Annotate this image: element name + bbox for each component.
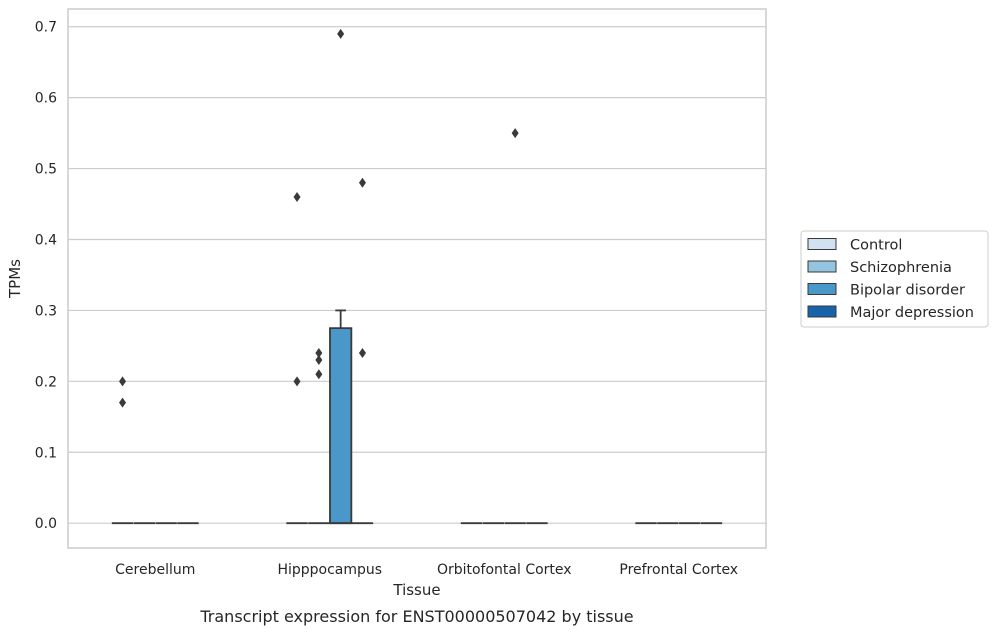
legend-swatch	[807, 260, 837, 273]
outlier-point	[358, 347, 366, 358]
outlier-point	[337, 28, 345, 39]
outlier-point	[293, 376, 301, 387]
legend-frame	[800, 230, 989, 328]
x-tick-labels: Cerebellum Hipppocampus Orbitofontal Corte…	[115, 562, 738, 578]
gridlines	[68, 26, 766, 524]
x-tick-label: Hipppocampus	[277, 562, 382, 578]
legend: Control Schizophrenia Bipolar disorder Majo…	[800, 230, 989, 328]
plot-series	[111, 28, 723, 525]
y-tick-label: 0.1	[35, 445, 57, 461]
x-tick-label: Cerebellum	[115, 562, 195, 578]
y-tick-label: 0.5	[35, 162, 57, 178]
outlier-point	[315, 369, 323, 380]
box-control	[286, 191, 308, 525]
x-tick-label: Orbitofontal Cortex	[437, 562, 572, 578]
box-schizophrenia	[308, 347, 330, 525]
legend-label: Control	[850, 238, 902, 254]
outlier-point	[315, 347, 323, 358]
box-major-depression	[351, 177, 374, 525]
outlier-point	[358, 177, 366, 188]
legend-swatch	[807, 305, 837, 318]
outlier-point	[293, 191, 301, 202]
y-tick-labels: 0.0 0.1 0.2 0.3 0.4 0.5 0.6 0.7	[35, 20, 57, 532]
y-tick-label: 0.3	[35, 303, 57, 319]
outlier-point	[119, 397, 127, 408]
y-tick-label: 0.4	[35, 232, 57, 248]
legend-label: Major depression	[850, 305, 974, 321]
legend-swatch	[807, 283, 837, 295]
legend-label: Schizophrenia	[850, 260, 952, 276]
legend-label: Bipolar disorder	[850, 283, 965, 299]
outlier-point	[511, 128, 519, 139]
y-tick-label: 0.6	[35, 91, 57, 107]
box-control	[111, 376, 134, 525]
box-body	[329, 327, 353, 525]
x-tick-label: Prefrontal Cortex	[619, 562, 738, 578]
y-tick-label: 0.0	[35, 516, 57, 532]
x-axis-label: Tissue	[392, 581, 440, 599]
chart-caption: Transcript expression for ENST0000050704…	[199, 607, 633, 626]
box-bipolar-disorder	[329, 28, 353, 525]
outlier-point	[119, 376, 127, 387]
box-bipolar-disorder	[504, 128, 526, 525]
y-tick-label: 0.7	[35, 20, 57, 36]
y-tick-label: 0.2	[35, 374, 57, 390]
legend-swatch	[807, 238, 837, 250]
outlier-point	[315, 355, 323, 366]
y-axis-label: TPMs	[6, 259, 24, 299]
plot-frame	[67, 8, 767, 549]
